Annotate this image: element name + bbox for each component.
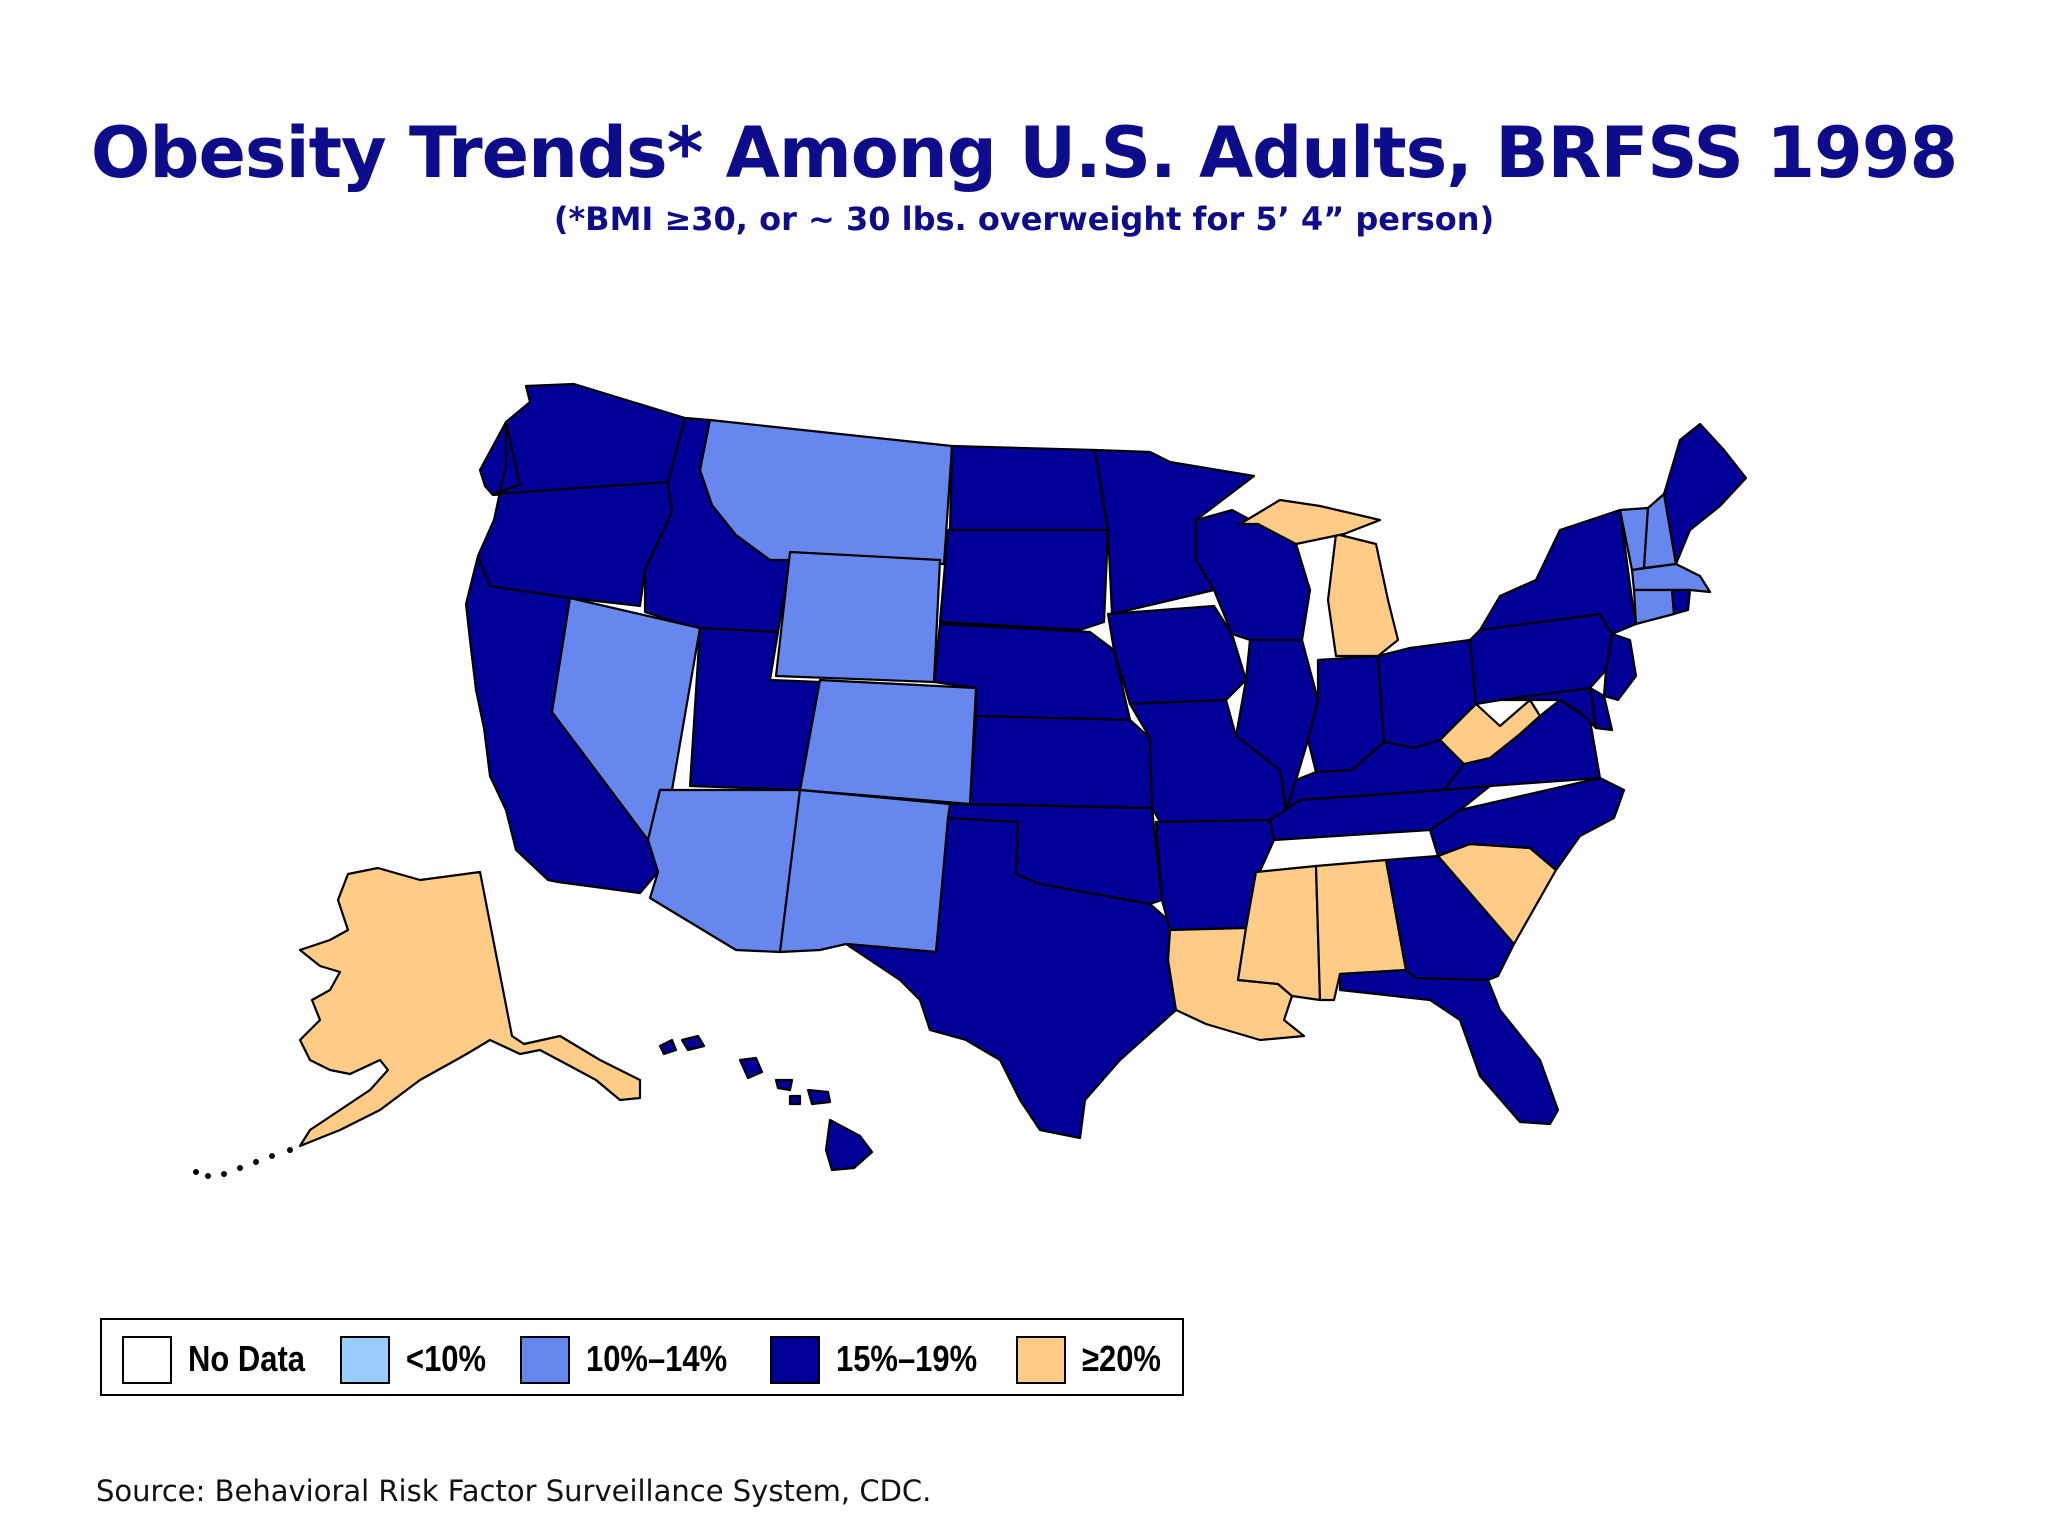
state-hi <box>658 1034 874 1172</box>
state-ia <box>1106 604 1248 706</box>
state-ny <box>1478 508 1638 636</box>
state-ma <box>1630 562 1712 594</box>
state-ct <box>1632 588 1676 626</box>
state-nj <box>1602 632 1638 702</box>
legend-label: No Data <box>188 1338 305 1379</box>
page-title: Obesity Trends* Among U.S. Adults, BRFSS… <box>90 112 1958 194</box>
state-md <box>1498 686 1598 730</box>
legend-swatch <box>1016 1336 1066 1384</box>
legend: No Data <10% 10%–14% 15%–19% ≥20% <box>100 1318 1184 1396</box>
legend-swatch <box>340 1336 390 1384</box>
state-tx <box>844 816 1178 1140</box>
page-subtitle: (*BMI ≥30, or ~ 30 lbs. overweight for 5… <box>553 200 1495 238</box>
state-wy <box>774 550 942 684</box>
source-note: Source: Behavioral Risk Factor Surveilla… <box>96 1474 932 1508</box>
state-nd <box>948 444 1110 532</box>
state-mt <box>698 418 954 566</box>
legend-swatch <box>770 1336 820 1384</box>
legend-swatch <box>520 1336 570 1384</box>
legend-swatch <box>122 1336 172 1384</box>
state-nc <box>1428 776 1626 872</box>
state-ri <box>1670 588 1692 616</box>
state-nm <box>778 788 952 954</box>
legend-label: <10% <box>406 1338 487 1379</box>
state-wv <box>1438 698 1542 766</box>
state-ks <box>968 714 1154 810</box>
legend-label: 10%–14% <box>586 1338 728 1379</box>
alaska-aleutians <box>193 1147 293 1179</box>
state-mi-upper <box>1238 498 1382 546</box>
state-sd <box>938 528 1110 632</box>
state-ak <box>298 866 642 1148</box>
state-me <box>1662 422 1748 566</box>
legend-label: ≥20% <box>1082 1338 1161 1379</box>
state-fl <box>1338 968 1560 1126</box>
state-az <box>646 788 802 954</box>
state-mi-lower <box>1326 532 1400 658</box>
state-co <box>798 678 978 806</box>
state-wa <box>478 382 687 497</box>
state-or <box>476 420 674 608</box>
legend-label: 15%–19% <box>836 1338 978 1379</box>
